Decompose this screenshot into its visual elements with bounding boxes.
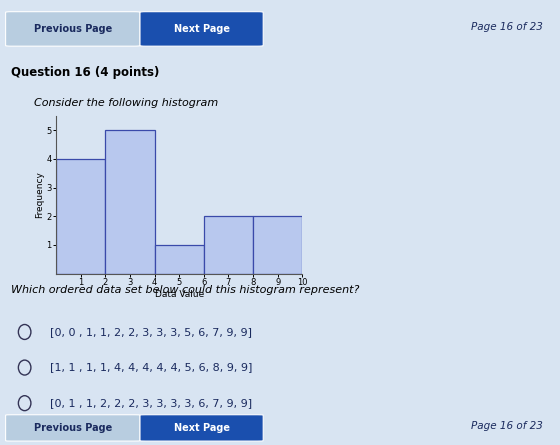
Bar <box>105 130 155 274</box>
FancyBboxPatch shape <box>6 12 140 46</box>
Text: Page 16 of 23: Page 16 of 23 <box>472 421 543 432</box>
Text: [0, 1 , 1, 2, 2, 2, 3, 3, 3, 3, 6, 7, 9, 9]: [0, 1 , 1, 2, 2, 2, 3, 3, 3, 3, 6, 7, 9,… <box>50 398 253 408</box>
Bar <box>204 216 253 274</box>
Text: Next Page: Next Page <box>174 423 230 433</box>
Text: Previous Page: Previous Page <box>34 24 112 34</box>
Y-axis label: Frequency: Frequency <box>35 171 44 218</box>
Bar <box>56 159 105 274</box>
Bar <box>253 216 302 274</box>
Text: Which ordered data set below could this histogram represent?: Which ordered data set below could this … <box>11 285 360 295</box>
Text: Question 16 (4 points): Question 16 (4 points) <box>11 66 160 79</box>
X-axis label: Data Value: Data Value <box>155 290 204 299</box>
FancyBboxPatch shape <box>140 415 263 441</box>
Text: [1, 1 , 1, 1, 4, 4, 4, 4, 4, 5, 6, 8, 9, 9]: [1, 1 , 1, 1, 4, 4, 4, 4, 4, 5, 6, 8, 9,… <box>50 363 253 372</box>
FancyBboxPatch shape <box>140 12 263 46</box>
Text: Next Page: Next Page <box>174 24 230 34</box>
Text: Page 16 of 23: Page 16 of 23 <box>472 22 543 32</box>
Bar <box>155 245 204 274</box>
Text: Consider the following histogram: Consider the following histogram <box>34 98 218 109</box>
FancyBboxPatch shape <box>6 415 140 441</box>
Text: Previous Page: Previous Page <box>34 423 112 433</box>
Text: [0, 0 , 1, 1, 2, 2, 3, 3, 3, 5, 6, 7, 9, 9]: [0, 0 , 1, 1, 2, 2, 3, 3, 3, 5, 6, 7, 9,… <box>50 327 253 337</box>
